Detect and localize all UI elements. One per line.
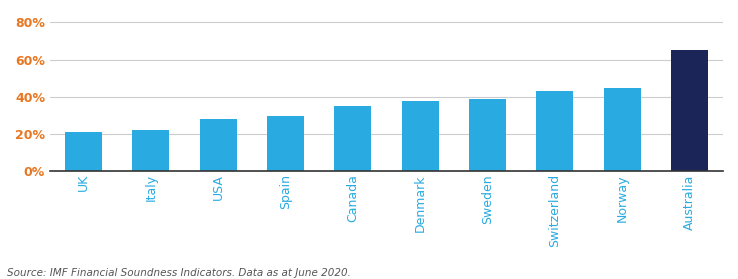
Bar	[267, 116, 304, 171]
Bar	[537, 91, 573, 171]
Bar	[469, 99, 506, 171]
Bar	[200, 119, 237, 171]
Bar	[132, 130, 169, 171]
Text: Source: IMF Financial Soundness Indicators. Data as at June 2020.: Source: IMF Financial Soundness Indicato…	[7, 268, 351, 278]
Bar	[334, 106, 371, 171]
Bar	[65, 132, 102, 171]
Bar	[671, 50, 708, 171]
Bar	[401, 101, 438, 171]
Bar	[604, 88, 641, 171]
